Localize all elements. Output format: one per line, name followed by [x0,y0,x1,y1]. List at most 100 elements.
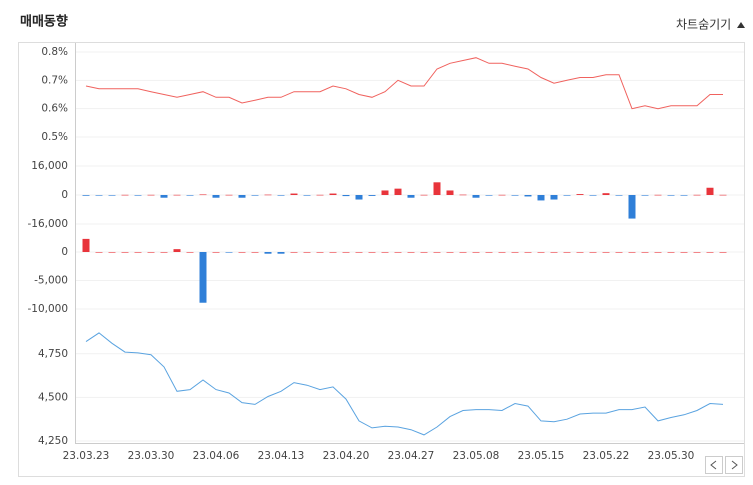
bar [485,252,493,253]
bar [511,252,519,253]
bar [186,252,194,253]
bar [706,252,714,253]
bar [719,194,727,196]
next-icon[interactable] [731,460,738,470]
bar [589,252,597,253]
bar [251,195,259,196]
bar [550,195,558,200]
bar [121,252,129,253]
price-line [85,332,724,436]
hide-chart-toggle[interactable]: 차트숨기기 [676,18,731,32]
bar [680,195,688,196]
bar [368,195,376,196]
bar [537,195,545,201]
bar [576,194,584,195]
bar [316,194,324,196]
bar [95,195,103,196]
y-tick-label: 0.5% [41,131,68,143]
bar [290,252,298,253]
x-tick-label: 23.03.30 [128,450,175,462]
bar [667,252,675,253]
y-tick-label: 4,750 [38,348,68,360]
bar [498,194,506,196]
x-tick-label: 23.04.20 [323,450,370,462]
bar [589,195,597,196]
bar [277,252,285,254]
bar [199,194,207,196]
bar [134,252,142,253]
x-tick-label: 23.04.27 [388,450,435,462]
bar [173,194,181,196]
bar [82,195,90,196]
bar [693,194,701,196]
y-tick-label: 0.8% [41,46,68,58]
bar [550,252,558,253]
bar [303,195,311,196]
bar [381,190,389,195]
bar [160,252,168,253]
y-tick-label: 0 [61,246,68,258]
bar [446,252,454,253]
bar [420,194,428,196]
bar [472,195,480,198]
bar [680,252,688,253]
bar [602,252,610,253]
bar [199,252,207,303]
bar [212,252,220,253]
bar [147,252,155,253]
bar [706,187,714,195]
bar [628,252,636,253]
bar [264,194,272,196]
toggle-arrow[interactable] [737,22,745,28]
bar [511,195,519,196]
next-button[interactable] [725,456,743,474]
bar [498,252,506,253]
bar [121,194,129,196]
y-tick-label: 16,000 [31,160,68,172]
bar [641,252,649,253]
bar [342,252,350,253]
bar [264,252,272,254]
x-tick-label: 23.05.08 [453,450,500,462]
prev-button[interactable] [705,456,723,474]
bar [407,195,415,198]
bar [355,252,363,253]
bar [82,238,90,252]
bar [394,252,402,253]
bar [329,252,337,253]
chart-frame [18,42,745,477]
bar [459,194,467,196]
bar [433,182,441,195]
bar [225,252,233,253]
bar [628,195,636,219]
x-tick-label: 23.05.30 [648,450,695,462]
bar [693,252,701,253]
bar [433,252,441,253]
bar [641,195,649,196]
bar [316,252,324,253]
bar [238,252,246,253]
prev-icon[interactable] [710,460,717,470]
bar [303,252,311,253]
bar [654,194,662,196]
x-tick-label: 23.04.06 [193,450,240,462]
bar [615,195,623,196]
bar [134,195,142,196]
bar [251,252,259,253]
y-tick-label: 4,250 [38,435,68,447]
y-tick-label: 4,500 [38,391,68,403]
bar [654,252,662,253]
bar [225,194,233,196]
bar [108,252,116,253]
bar [212,195,220,198]
widget-title: 매매동향 [20,14,68,30]
bar [160,195,168,198]
bar [394,188,402,195]
bar [602,193,610,195]
bar [95,252,103,253]
bar [485,195,493,196]
bar [537,252,545,253]
bar [186,195,194,196]
bar [407,252,415,253]
